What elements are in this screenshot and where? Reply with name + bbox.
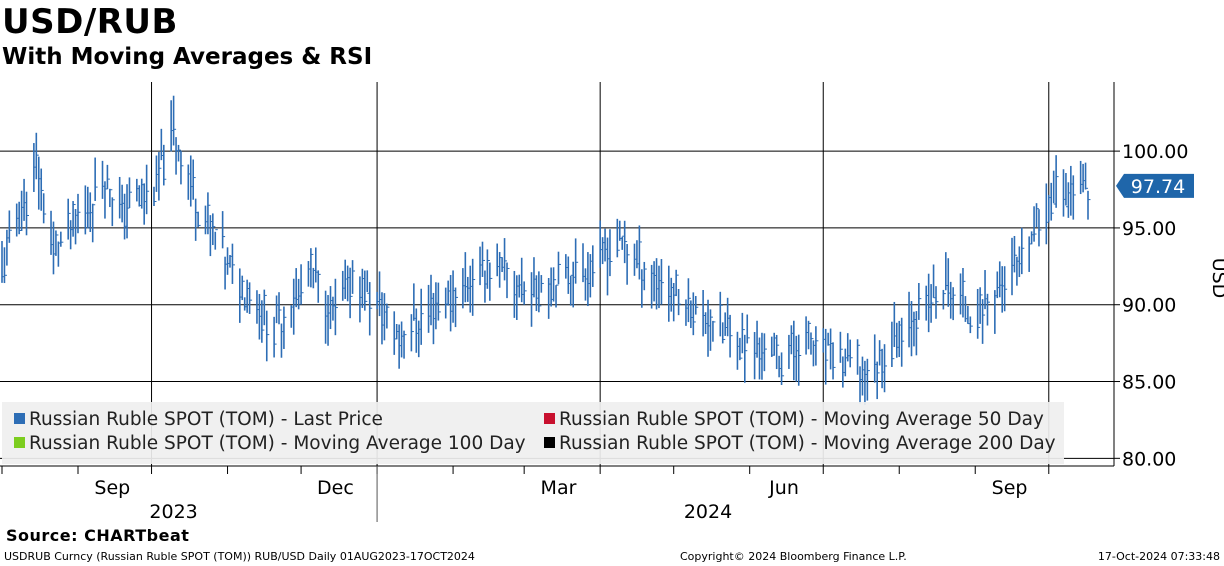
y-tick-label: 95.00	[1122, 218, 1176, 240]
copyright-notice: Copyright© 2024 Bloomberg Finance L.P.	[680, 550, 907, 563]
legend-swatch	[544, 413, 555, 424]
x-tick-label: Jun	[768, 477, 799, 499]
legend-entry: Russian Ruble SPOT (TOM) - Moving Averag…	[559, 433, 1056, 454]
y-axis-title: USD	[1208, 258, 1224, 299]
x-tick-label: Dec	[317, 477, 354, 499]
legend-entry: Russian Ruble SPOT (TOM) - Moving Averag…	[559, 409, 1044, 430]
y-tick-label: 85.00	[1122, 372, 1176, 394]
chart-title: USD/RUB	[2, 2, 178, 42]
y-tick-label: 90.00	[1122, 295, 1176, 317]
ticker-description: USDRUB Curncy (Russian Ruble SPOT (TOM))…	[4, 550, 475, 563]
legend-swatch	[544, 437, 555, 448]
y-tick-label: 80.00	[1122, 448, 1176, 470]
legend-entry: Russian Ruble SPOT (TOM) - Last Price	[29, 409, 383, 430]
legend-box	[2, 402, 1064, 464]
source-label: Source: CHARTbeat	[6, 526, 190, 545]
year-label: 2023	[149, 501, 197, 523]
last-price-marker	[1116, 173, 1194, 198]
x-tick-label: Mar	[541, 477, 577, 499]
x-tick-label: Sep	[992, 477, 1028, 499]
legend-swatch	[14, 437, 25, 448]
timestamp: 17-Oct-2024 07:33:48	[1097, 550, 1220, 563]
x-tick-label: Sep	[94, 477, 130, 499]
y-tick-label: 100.00	[1122, 141, 1188, 163]
year-label: 2024	[684, 501, 732, 523]
last-price-label: 97.74	[1131, 176, 1185, 198]
chart-subtitle: With Moving Averages & RSI	[2, 44, 373, 70]
legend-entry: Russian Ruble SPOT (TOM) - Moving Averag…	[29, 433, 526, 454]
legend-swatch	[14, 413, 25, 424]
